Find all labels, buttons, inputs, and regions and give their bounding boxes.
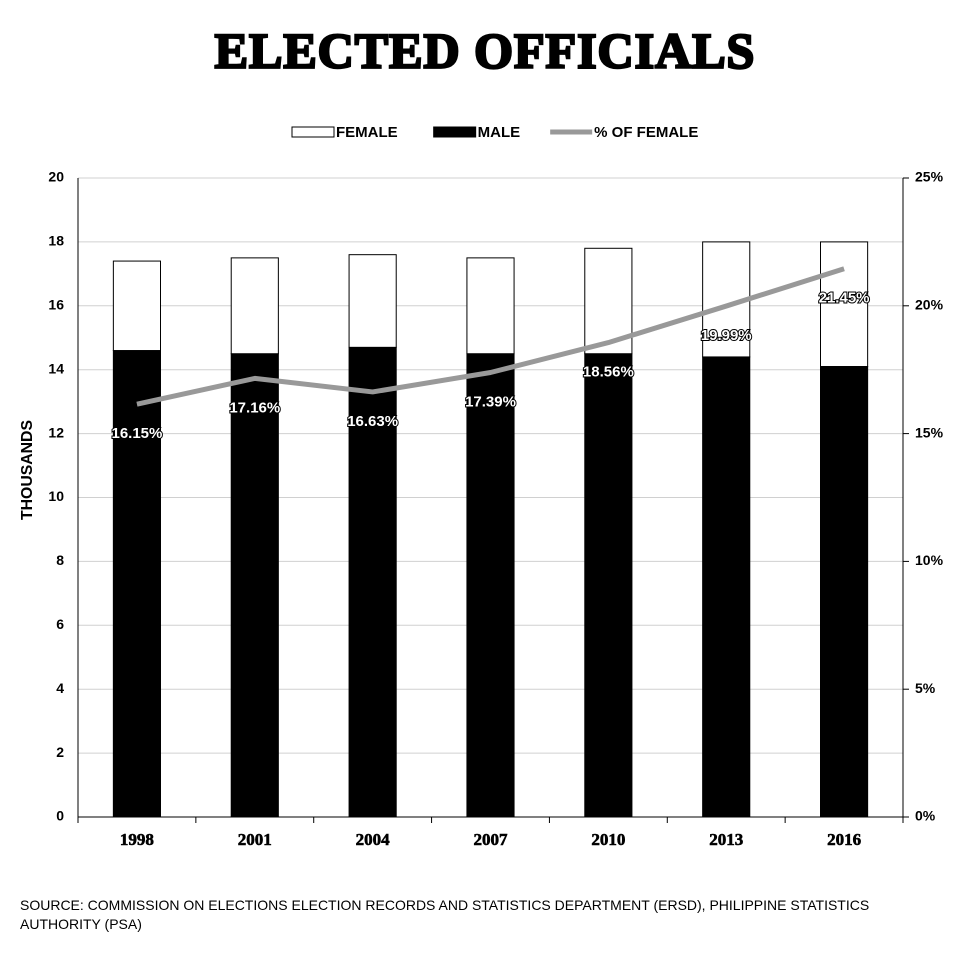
x-tick-label: 2007 [474, 830, 509, 849]
bar-segment [112, 350, 161, 818]
legend-swatch [291, 126, 335, 138]
data-label: 19.99% [701, 327, 752, 344]
bar-segment [584, 353, 633, 818]
y2-tick-label: 0% [915, 808, 936, 824]
data-label: 18.56% [583, 364, 634, 381]
y-tick-label: 18 [48, 233, 64, 249]
legend-label: MALE [478, 124, 521, 141]
x-tick-label: 1998 [120, 830, 154, 849]
data-label: 21.45% [819, 290, 870, 307]
bar-segment [466, 353, 515, 818]
data-label: 17.39% [465, 393, 516, 410]
bar-segment [230, 353, 279, 818]
bar-segment [702, 356, 751, 818]
chart: ELECTED OFFICIALS THOUSANDS 0 2 4 6 8 10 12 14 1… [19, 21, 944, 849]
y2-tick-label: 5% [915, 680, 936, 696]
bar-segment [348, 254, 397, 348]
bar-segment [820, 241, 869, 368]
y2-tick-label: 25% [915, 169, 944, 185]
y-tick-label: 16 [48, 297, 64, 313]
y-axis-label: THOUSANDS [19, 420, 36, 520]
legend-label: FEMALE [336, 124, 398, 141]
y-tick-label: 20 [48, 169, 64, 185]
x-tick-label: 2004 [356, 830, 391, 849]
y-tick-label: 8 [56, 552, 64, 568]
bar-segment [112, 260, 161, 352]
x-tick-label: 2010 [591, 830, 625, 849]
y-tick-label: 6 [56, 616, 64, 632]
bar-segment [466, 257, 515, 355]
bar-segment [348, 346, 397, 818]
line-series [136, 266, 845, 407]
bar-segment [230, 257, 279, 355]
legend-swatch [433, 126, 477, 138]
data-label: 16.15% [111, 425, 162, 442]
y2-tick-label: 15% [915, 424, 944, 440]
data-label: 16.63% [347, 413, 398, 430]
source-note: SOURCE: COMMISSION ON ELECTIONS ELECTION… [20, 897, 870, 932]
y-tick-label: 0 [56, 808, 64, 824]
y-tick-label: 10 [48, 488, 64, 504]
y-tick-label: 12 [48, 424, 64, 440]
data-label: 17.16% [229, 399, 280, 416]
y2-tick-label: 10% [915, 552, 944, 568]
y-tick-label: 4 [56, 680, 64, 696]
y-tick-label: 14 [48, 360, 64, 376]
x-tick-label: 2013 [709, 830, 743, 849]
y2-tick-label: 20% [915, 297, 944, 313]
bar-segment [820, 366, 869, 818]
chart-title: ELECTED OFFICIALS [215, 22, 756, 78]
legend-label: % OF FEMALE [594, 124, 698, 141]
y-tick-label: 2 [56, 744, 64, 760]
x-tick-label: 2016 [827, 830, 861, 849]
x-tick-label: 2001 [238, 830, 272, 849]
